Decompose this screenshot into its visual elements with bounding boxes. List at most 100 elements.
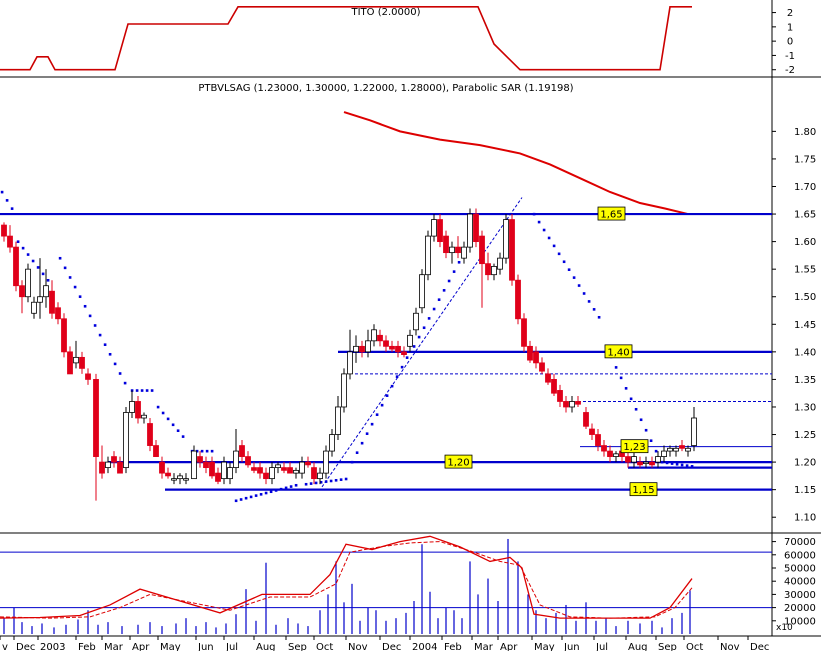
candle-body xyxy=(443,235,449,254)
sar-dot xyxy=(375,413,379,416)
candle-body xyxy=(431,219,437,237)
candle-body xyxy=(215,472,221,482)
candle-body xyxy=(159,461,165,474)
sar-dot xyxy=(63,266,67,270)
sar-dot xyxy=(395,375,399,378)
volume-tick-label: 30000 xyxy=(784,590,816,601)
level-label: 1,20 xyxy=(447,458,469,469)
candle-body xyxy=(449,246,455,254)
sar-dot xyxy=(542,228,546,232)
candle-body xyxy=(353,345,359,353)
candle-body xyxy=(467,213,473,248)
x-tick-label: Jul xyxy=(225,642,238,651)
sar-dot xyxy=(639,418,643,422)
sar-dot xyxy=(269,490,273,494)
tito-title: TITO (2.0000) xyxy=(350,7,420,18)
sar-dot xyxy=(452,270,456,273)
candle-body xyxy=(359,345,365,353)
candle-body xyxy=(323,450,329,474)
sar-dot xyxy=(93,324,97,327)
sar-dot xyxy=(457,260,461,264)
price-tick-label: 1.50 xyxy=(794,292,816,303)
candle-body xyxy=(515,279,521,320)
candle-body xyxy=(341,373,347,408)
sar-dot xyxy=(680,463,684,467)
candle-body xyxy=(503,219,509,259)
sar-dot xyxy=(422,326,426,330)
sar-dot xyxy=(210,449,214,453)
sar-dot xyxy=(145,389,149,392)
sar-dot xyxy=(329,479,333,483)
candle-body xyxy=(589,428,595,435)
tito-tick-label: 2 xyxy=(787,8,793,19)
price-tick-label: 1.10 xyxy=(794,513,816,524)
candle-body xyxy=(335,406,341,435)
candle-body xyxy=(539,362,545,372)
x-tick-label: Nov xyxy=(720,642,740,651)
sar-dot xyxy=(597,315,601,319)
sar-dot xyxy=(442,289,446,292)
candle-body xyxy=(395,345,401,353)
sar-dot xyxy=(644,428,648,432)
level-label: 1,23 xyxy=(623,442,645,453)
sar-dot xyxy=(200,449,204,453)
candle-body xyxy=(141,414,147,419)
candle-body xyxy=(67,351,73,375)
x-tick-label: Nov xyxy=(348,642,368,651)
sar-dot xyxy=(380,403,384,407)
candle-body xyxy=(221,461,227,480)
candle-body xyxy=(583,412,589,427)
candle-body xyxy=(607,450,613,457)
sar-dot xyxy=(166,417,170,421)
sar-dot xyxy=(567,268,571,271)
candle-body xyxy=(673,447,679,452)
price-tick-label: 1.75 xyxy=(794,154,816,165)
candle-body xyxy=(111,456,117,463)
candle-body xyxy=(93,379,99,457)
sar-dot xyxy=(83,304,87,308)
sar-dot xyxy=(365,432,369,435)
sar-dot xyxy=(234,499,238,503)
sar-dot xyxy=(254,494,258,497)
sar-dot xyxy=(437,298,441,301)
sar-dot xyxy=(619,376,623,380)
candle-body xyxy=(287,467,293,474)
sar-dot xyxy=(78,295,82,298)
price-tick-label: 1.20 xyxy=(794,458,816,469)
candle-body xyxy=(407,334,413,347)
x-tick-label: Jun xyxy=(197,642,214,651)
candle-body xyxy=(377,334,383,342)
candle-body xyxy=(171,478,177,481)
volume-tick-label: 50000 xyxy=(784,564,816,575)
sar-dot xyxy=(5,199,9,202)
candle-body xyxy=(245,456,251,466)
sar-dot xyxy=(577,284,581,287)
volume-tick-label: 40000 xyxy=(784,577,816,588)
sar-dot xyxy=(289,485,293,488)
sar-dot xyxy=(370,422,374,426)
price-tick-label: 1.55 xyxy=(794,265,816,276)
candle-body xyxy=(497,257,503,270)
candle-body xyxy=(183,478,189,481)
sar-dot xyxy=(16,240,20,244)
moving-average-line xyxy=(343,111,689,216)
sar-dot xyxy=(0,190,4,194)
candle-body xyxy=(147,423,153,446)
candle-body xyxy=(233,450,239,469)
price-panel: 1.80 1.75 1.70 1.65 1.60 1.55 1.50 1.45 1.40 1.35… xyxy=(0,111,816,524)
sar-dot xyxy=(552,244,556,248)
sar-dot xyxy=(98,333,102,337)
price-tick-label: 1.30 xyxy=(794,402,816,413)
candle-body xyxy=(625,456,631,463)
sar-dot xyxy=(685,464,689,467)
candle-body xyxy=(317,472,323,480)
sar-dot xyxy=(181,435,185,438)
candle-body xyxy=(419,274,425,309)
price-tick-label: 1.60 xyxy=(794,237,816,248)
candle-body xyxy=(19,285,25,298)
candle-body xyxy=(49,290,55,314)
x-tick-label: Feb xyxy=(78,642,96,651)
candle-body xyxy=(655,456,661,463)
sar-dot xyxy=(557,252,561,256)
